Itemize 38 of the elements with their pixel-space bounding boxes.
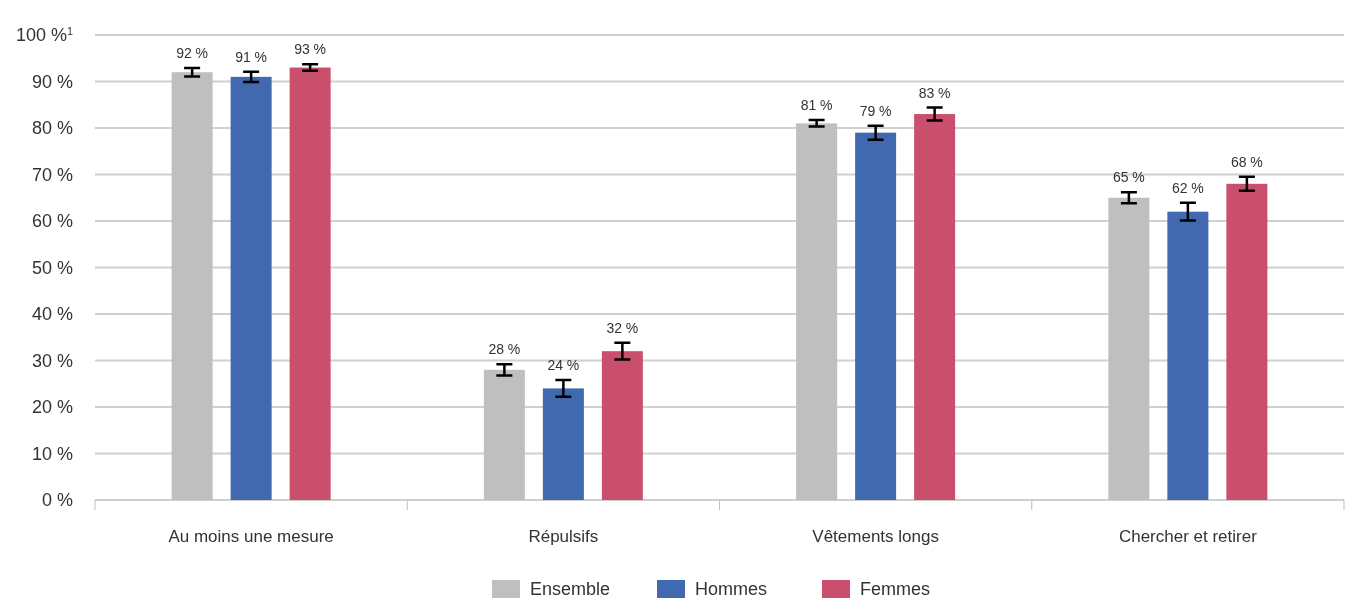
data-label: 68 % — [1230, 153, 1263, 170]
bar — [1167, 211, 1209, 500]
data-label: 79 % — [859, 102, 892, 119]
bar — [289, 67, 331, 500]
y-tick-label: 40 % — [31, 304, 73, 325]
data-label: 65 % — [1112, 169, 1145, 186]
data-label: 81 % — [800, 97, 833, 114]
x-tick-label: Chercher et retirer — [1118, 527, 1258, 546]
data-label: 91 % — [235, 48, 268, 65]
data-label: 24 % — [547, 357, 580, 374]
y-tick-label: 80 % — [31, 118, 73, 139]
bar — [230, 76, 272, 500]
bar — [855, 132, 897, 500]
y-tick-label: 30 % — [31, 350, 73, 371]
data-label: 83 % — [918, 84, 951, 101]
x-tick-label: Vêtements longs — [812, 527, 939, 546]
data-label: 28 % — [488, 341, 521, 358]
y-tick-label: 60 % — [31, 211, 73, 232]
y-tick-label: 20 % — [31, 397, 73, 418]
legend-label: Femmes — [860, 579, 931, 600]
bar — [542, 388, 584, 500]
data-label: 32 % — [606, 319, 639, 336]
y-tick-label: 70 % — [31, 164, 73, 185]
data-label: 92 % — [176, 45, 209, 62]
y-tick-label: 90 % — [31, 71, 73, 92]
bar — [1226, 183, 1268, 500]
x-tick-label: Répulsifs — [528, 527, 599, 546]
data-label: 93 % — [294, 41, 327, 58]
y-tick-label: 100 %$^{1}$ — [15, 25, 73, 46]
data-label: 62 % — [1171, 179, 1204, 196]
bar — [601, 351, 643, 500]
legend-label: Ensemble — [530, 579, 611, 600]
x-tick-label: Au moins une mesure — [168, 527, 334, 546]
y-tick-label: 50 % — [31, 257, 73, 278]
y-tick-label: 0 % — [41, 490, 73, 511]
y-tick-label: 10 % — [31, 443, 73, 464]
legend-label: Hommes — [695, 579, 768, 600]
bar — [914, 114, 956, 500]
